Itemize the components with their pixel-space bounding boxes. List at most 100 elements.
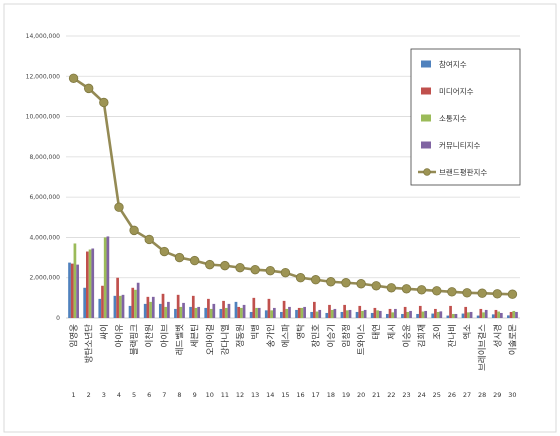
bar xyxy=(482,312,485,318)
bar xyxy=(113,295,117,318)
legend-label: 커뮤니티지수 xyxy=(439,141,480,150)
bar xyxy=(288,306,291,318)
line-point xyxy=(83,83,94,94)
bar xyxy=(376,310,379,318)
bar xyxy=(491,314,495,318)
x-tick-label: 에스파 xyxy=(281,324,291,348)
bar xyxy=(449,305,452,318)
bar xyxy=(106,236,110,318)
bar xyxy=(273,307,276,318)
bar xyxy=(479,308,483,318)
bar xyxy=(219,308,223,318)
bar xyxy=(484,309,488,318)
x-rank-label: 22 xyxy=(387,391,395,399)
bar xyxy=(237,306,241,318)
bar xyxy=(68,262,71,318)
x-tick-label: 태연 xyxy=(372,324,382,340)
line-point xyxy=(129,225,139,236)
bar xyxy=(394,308,397,318)
x-rank-label: 28 xyxy=(478,391,486,399)
bar xyxy=(325,312,329,318)
bar xyxy=(512,310,516,318)
legend-swatch xyxy=(421,87,431,95)
bar xyxy=(285,308,289,318)
bar xyxy=(454,313,458,318)
bar xyxy=(439,311,443,318)
bar xyxy=(315,311,319,318)
bar xyxy=(161,293,165,318)
bar xyxy=(128,305,132,318)
x-tick-label: 빅뱅 xyxy=(250,324,261,340)
bar xyxy=(207,298,210,318)
x-rank-label: 2 xyxy=(87,391,91,399)
bar xyxy=(431,313,435,318)
legend-swatch xyxy=(421,60,431,68)
bar xyxy=(509,311,513,318)
x-rank-label: 6 xyxy=(147,391,151,399)
line-point xyxy=(235,262,245,273)
bar xyxy=(494,309,498,318)
bar xyxy=(131,287,135,318)
line-point xyxy=(416,285,427,295)
bar xyxy=(406,311,410,318)
bar xyxy=(167,301,170,318)
x-rank-label: 13 xyxy=(251,391,259,399)
line-point xyxy=(68,73,79,84)
line-point xyxy=(280,267,291,278)
bar xyxy=(182,302,185,318)
x-tick-label: 오마이걸 xyxy=(205,324,216,355)
bar xyxy=(515,311,518,318)
line-point xyxy=(265,265,276,276)
x-rank-label: 8 xyxy=(177,391,181,399)
line-point xyxy=(356,279,366,289)
bar xyxy=(88,249,92,318)
bar xyxy=(240,307,243,318)
legend-label: 소통지수 xyxy=(439,114,467,123)
bar xyxy=(209,308,213,318)
bar xyxy=(83,287,86,318)
x-tick-label: 아이브 xyxy=(159,324,170,348)
bar xyxy=(227,303,231,318)
bar xyxy=(174,308,177,318)
line-point xyxy=(250,264,260,275)
bar xyxy=(418,305,422,318)
bar xyxy=(310,311,313,318)
bar xyxy=(191,295,195,318)
line-point xyxy=(189,255,200,266)
bar xyxy=(282,300,286,318)
bar xyxy=(363,309,367,318)
bar xyxy=(297,307,301,318)
bar xyxy=(91,248,95,318)
bar xyxy=(348,309,352,318)
line-point xyxy=(220,260,230,271)
x-tick-label: 브레이브걸스 xyxy=(477,324,488,371)
x-rank-label: 11 xyxy=(221,391,229,399)
bar xyxy=(189,306,192,318)
bar xyxy=(197,306,201,318)
bar xyxy=(101,285,104,318)
x-rank-label: 16 xyxy=(296,391,304,399)
bar xyxy=(76,264,79,318)
line-point xyxy=(371,281,381,291)
bar xyxy=(86,251,89,318)
x-tick-label: 영탁 xyxy=(296,324,307,340)
bar xyxy=(464,306,468,318)
line-point xyxy=(341,278,351,288)
bar xyxy=(318,309,322,318)
bar xyxy=(134,289,137,318)
line-point xyxy=(432,286,442,296)
x-tick-label: 잔나비 xyxy=(447,324,458,347)
bar xyxy=(143,303,147,318)
bar xyxy=(385,313,389,318)
line-point xyxy=(507,289,518,299)
x-tick-label: 이승기 xyxy=(326,324,337,347)
x-rank-label: 3 xyxy=(102,391,106,399)
bar xyxy=(507,315,510,318)
bar xyxy=(330,309,334,318)
bar xyxy=(378,310,382,318)
bar xyxy=(328,304,331,318)
legend-marker xyxy=(423,168,431,176)
bar xyxy=(469,311,473,318)
